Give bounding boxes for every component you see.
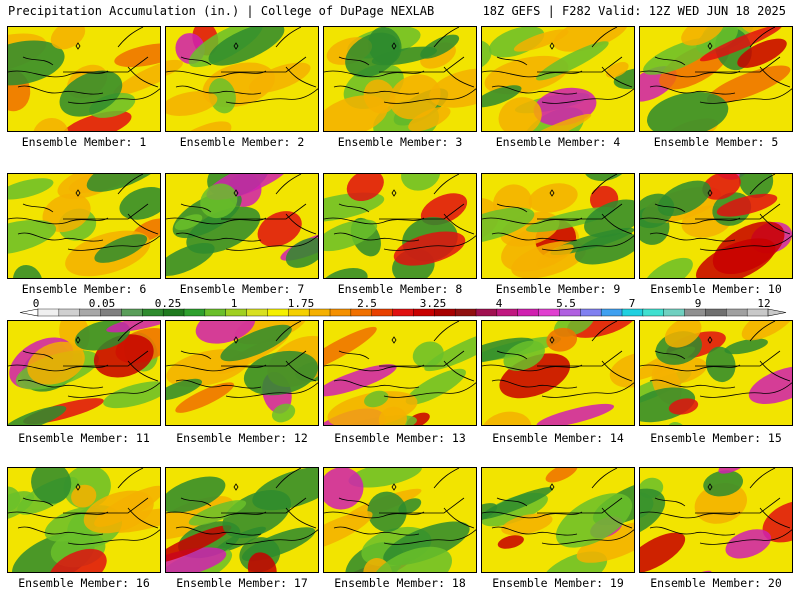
colorbar-tick-label: 7 [628,297,636,310]
member-label: Ensemble Member: 2 [179,135,305,149]
colorbar-swatch [684,308,706,317]
member-map-17 [165,467,319,573]
member-map-8 [323,173,477,279]
colorbar-tick-label: 1 [230,297,238,310]
colorbar-swatch [204,308,227,317]
colorbar-swatch [58,308,81,317]
member-label: Ensemble Member: 1 [21,135,147,149]
color-legend [19,308,787,317]
member-map-10 [639,173,793,279]
member-label: Ensemble Member: 4 [495,135,621,149]
colorbar-swatch [100,308,122,317]
colorbar-swatch [746,308,769,317]
colorbar-swatch [183,308,206,317]
colorbar-swatch [392,308,414,317]
colorbar-tick-label: 5.5 [556,297,576,310]
colorbar-tick-label: 9 [694,297,702,310]
member-label: Ensemble Member: 15 [650,431,782,445]
member-label: Ensemble Member: 3 [337,135,463,149]
member-label: Ensemble Member: 19 [492,576,624,590]
colorbar-swatch [705,308,727,317]
member-label: Ensemble Member: 13 [334,431,466,445]
member-map-1 [7,26,161,132]
colorbar-swatch [413,308,435,317]
colorbar-swatch [308,308,331,317]
colorbar-swatch [350,308,373,317]
member-map-15 [639,320,793,426]
member-label: Ensemble Member: 6 [21,282,147,296]
colorbar-swatch [329,308,352,317]
member-label: Ensemble Member: 16 [18,576,150,590]
colorbar-swatch [559,308,581,317]
valid-time: 18Z GEFS | F282 Valid: 12Z WED JUN 18 20… [482,4,786,18]
colorbar-tick-label: 0.05 [88,297,116,310]
member-map-12 [165,320,319,426]
member-map-7 [165,173,319,279]
colorbar-swatch [162,308,185,317]
colorbar-swatch [475,308,498,317]
colorbar-swatch [496,308,519,317]
member-label: Ensemble Member: 7 [179,282,305,296]
colorbar-swatch [371,308,394,317]
member-label: Ensemble Member: 9 [495,282,621,296]
colorbar-swatch [246,308,268,317]
colorbar-swatch [454,308,477,317]
member-map-19 [481,467,635,573]
colorbar-tick-label: 0.25 [154,297,182,310]
colorbar-swatch [517,308,540,317]
member-label: Ensemble Member: 5 [653,135,779,149]
colorbar-tick-label: 2.5 [357,297,377,310]
colorbar-swatch [121,308,143,317]
colorbar-swatch [288,308,310,317]
member-map-4 [481,26,635,132]
member-label: Ensemble Member: 8 [337,282,463,296]
colorbar-swatch [663,308,686,317]
member-map-3 [323,26,477,132]
member-map-2 [165,26,319,132]
colorbar-swatch [434,308,456,317]
colorbar-tick-label: 0 [32,297,40,310]
colorbar-swatch [37,308,60,317]
colorbar-swatch [600,308,623,317]
member-map-11 [7,320,161,426]
colorbar-tick-label: 1.75 [287,297,315,310]
member-label: Ensemble Member: 14 [492,431,624,445]
colorbar-swatch [142,308,164,317]
member-label: Ensemble Member: 17 [176,576,308,590]
member-label: Ensemble Member: 20 [650,576,782,590]
member-label: Ensemble Member: 18 [334,576,466,590]
member-map-20 [639,467,793,573]
colorbar-max-arrow [767,308,787,317]
colorbar-swatch [267,308,289,317]
colorbar-tick-label: 3.25 [419,297,447,310]
member-map-5 [639,26,793,132]
chart-title: Precipitation Accumulation (in.) | Colle… [8,4,435,18]
colorbar-swatch [621,308,644,317]
member-map-14 [481,320,635,426]
member-map-13 [323,320,477,426]
member-map-16 [7,467,161,573]
colorbar-swatch [580,308,602,317]
member-map-6 [7,173,161,279]
member-label: Ensemble Member: 11 [18,431,150,445]
member-label: Ensemble Member: 10 [650,282,782,296]
colorbar-swatch [538,308,560,317]
colorbar-tick-label: 12 [757,297,771,310]
colorbar-swatch [726,308,748,317]
member-map-18 [323,467,477,573]
colorbar-swatch [225,308,248,317]
colorbar-min-arrow [19,308,39,317]
colorbar-swatch [642,308,665,317]
member-label: Ensemble Member: 12 [176,431,308,445]
member-map-9 [481,173,635,279]
colorbar-swatch [79,308,102,317]
colorbar-tick-label: 4 [495,297,503,310]
